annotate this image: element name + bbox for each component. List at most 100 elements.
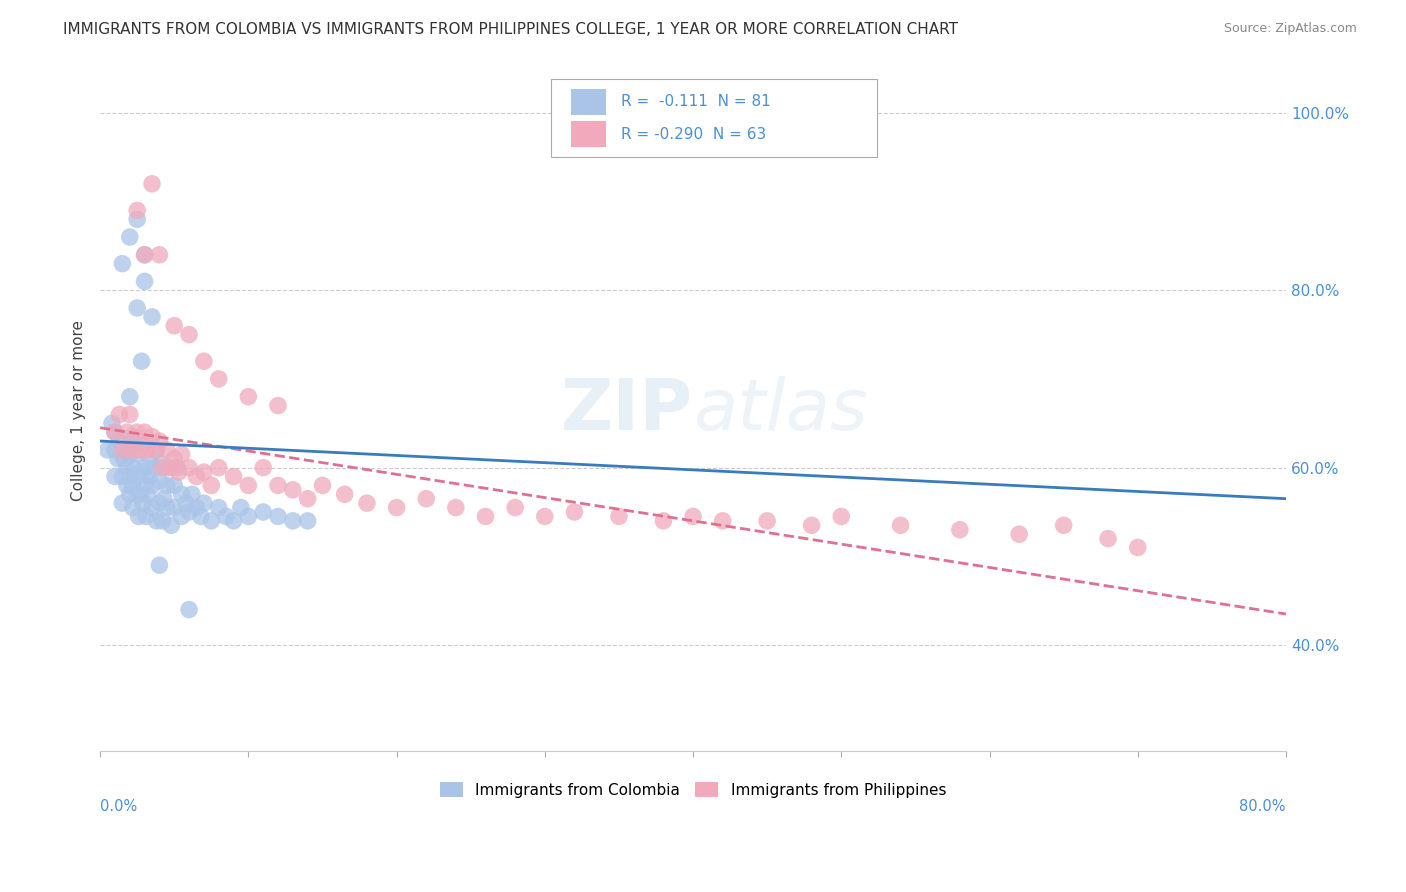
FancyBboxPatch shape bbox=[571, 121, 606, 147]
Point bbox=[607, 509, 630, 524]
Point bbox=[141, 500, 163, 515]
Point bbox=[141, 478, 163, 492]
Point bbox=[564, 505, 586, 519]
Text: 80.0%: 80.0% bbox=[1240, 799, 1286, 814]
Text: 0.0%: 0.0% bbox=[100, 799, 138, 814]
Point bbox=[138, 469, 160, 483]
Point bbox=[134, 425, 156, 440]
Point bbox=[252, 460, 274, 475]
Point bbox=[115, 425, 138, 440]
Point bbox=[167, 465, 190, 479]
Point bbox=[118, 487, 141, 501]
Point bbox=[177, 505, 200, 519]
Point bbox=[756, 514, 779, 528]
Point bbox=[115, 460, 138, 475]
Point bbox=[148, 558, 170, 573]
Point bbox=[200, 514, 222, 528]
Point bbox=[104, 425, 127, 440]
Point bbox=[111, 469, 134, 483]
Point bbox=[215, 509, 238, 524]
Point bbox=[163, 451, 186, 466]
Point bbox=[101, 417, 124, 431]
Point bbox=[104, 425, 127, 440]
Point bbox=[1126, 541, 1149, 555]
Point bbox=[190, 509, 212, 524]
Point bbox=[111, 257, 134, 271]
Text: ZIP: ZIP bbox=[561, 376, 693, 444]
Point bbox=[181, 487, 204, 501]
Point bbox=[118, 230, 141, 244]
Point bbox=[131, 354, 153, 368]
Point bbox=[127, 203, 149, 218]
Point bbox=[193, 354, 215, 368]
Text: R =  -0.111  N = 81: R = -0.111 N = 81 bbox=[620, 95, 770, 109]
Point bbox=[134, 248, 156, 262]
Point bbox=[134, 274, 156, 288]
Point bbox=[711, 514, 734, 528]
Point bbox=[682, 509, 704, 524]
Text: atlas: atlas bbox=[693, 376, 868, 444]
Point bbox=[141, 177, 163, 191]
Point bbox=[127, 425, 149, 440]
FancyBboxPatch shape bbox=[551, 78, 877, 157]
Point bbox=[150, 460, 173, 475]
Point bbox=[415, 491, 437, 506]
Point bbox=[127, 469, 149, 483]
Point bbox=[170, 509, 193, 524]
Point bbox=[533, 509, 555, 524]
Point bbox=[121, 500, 143, 515]
Point bbox=[104, 442, 127, 457]
Point bbox=[150, 514, 173, 528]
Point bbox=[830, 509, 852, 524]
Point bbox=[160, 518, 183, 533]
Point bbox=[170, 487, 193, 501]
Point bbox=[385, 500, 408, 515]
Point bbox=[800, 518, 823, 533]
Point bbox=[157, 460, 180, 475]
Point bbox=[229, 500, 252, 515]
Point bbox=[136, 487, 159, 501]
Point bbox=[134, 248, 156, 262]
Point bbox=[118, 390, 141, 404]
Y-axis label: College, 1 year or more: College, 1 year or more bbox=[72, 319, 86, 500]
Point bbox=[132, 496, 155, 510]
Point bbox=[281, 514, 304, 528]
Point bbox=[148, 434, 170, 448]
Point bbox=[96, 442, 118, 457]
Point bbox=[127, 447, 149, 461]
Point bbox=[129, 487, 152, 501]
Point bbox=[136, 442, 159, 457]
Point bbox=[222, 514, 245, 528]
Point bbox=[474, 509, 496, 524]
Point bbox=[333, 487, 356, 501]
Point bbox=[170, 447, 193, 461]
Text: Source: ZipAtlas.com: Source: ZipAtlas.com bbox=[1223, 22, 1357, 36]
Point bbox=[297, 491, 319, 506]
Point bbox=[128, 509, 150, 524]
Point bbox=[163, 478, 186, 492]
FancyBboxPatch shape bbox=[571, 88, 606, 114]
Point bbox=[153, 491, 176, 506]
Point bbox=[193, 465, 215, 479]
Point bbox=[134, 460, 156, 475]
Point bbox=[949, 523, 972, 537]
Point bbox=[267, 478, 290, 492]
Point bbox=[127, 301, 149, 315]
Legend: Immigrants from Colombia, Immigrants from Philippines: Immigrants from Colombia, Immigrants fro… bbox=[433, 774, 953, 805]
Point bbox=[208, 372, 231, 386]
Point bbox=[129, 442, 152, 457]
Point bbox=[112, 451, 135, 466]
Point bbox=[118, 447, 141, 461]
Point bbox=[238, 509, 260, 524]
Point bbox=[156, 500, 179, 515]
Point bbox=[131, 465, 153, 479]
Point bbox=[135, 509, 157, 524]
Point bbox=[444, 500, 467, 515]
Point bbox=[163, 318, 186, 333]
Point bbox=[127, 487, 149, 501]
Point bbox=[193, 496, 215, 510]
Point bbox=[139, 451, 162, 466]
Point bbox=[186, 469, 208, 483]
Point bbox=[267, 509, 290, 524]
Point bbox=[120, 429, 142, 443]
